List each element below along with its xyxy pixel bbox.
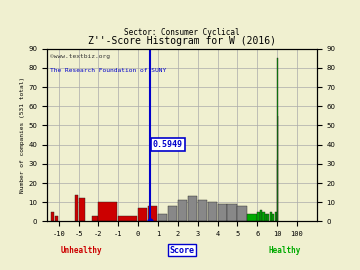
Bar	[198, 200, 207, 221]
Bar	[217, 204, 227, 221]
Bar	[228, 204, 237, 221]
Text: The Research Foundation of SUNY: The Research Foundation of SUNY	[50, 68, 166, 73]
Bar	[118, 216, 137, 221]
Bar	[265, 214, 267, 221]
Text: Score: Score	[169, 245, 194, 255]
Bar	[208, 202, 217, 221]
Bar	[51, 212, 54, 221]
Bar	[275, 212, 277, 221]
Title: Z''-Score Histogram for W (2016): Z''-Score Histogram for W (2016)	[88, 36, 276, 46]
Bar	[75, 194, 78, 221]
Text: ©www.textbiz.org: ©www.textbiz.org	[50, 54, 109, 59]
Bar	[272, 214, 274, 221]
Bar	[270, 212, 272, 221]
Bar	[168, 206, 177, 221]
Text: Unhealthy: Unhealthy	[61, 245, 103, 255]
Text: Healthy: Healthy	[268, 245, 301, 255]
Bar	[78, 198, 85, 221]
Text: 0.5949: 0.5949	[153, 140, 183, 149]
Bar	[267, 214, 270, 221]
Bar	[138, 208, 147, 221]
Text: Sector: Consumer Cyclical: Sector: Consumer Cyclical	[124, 28, 240, 37]
Bar	[260, 210, 262, 221]
Bar	[55, 216, 58, 221]
Bar	[98, 202, 117, 221]
Bar	[257, 212, 260, 221]
Bar	[237, 206, 247, 221]
Bar	[158, 214, 167, 221]
Y-axis label: Number of companies (531 total): Number of companies (531 total)	[20, 77, 25, 193]
Bar	[178, 200, 187, 221]
Bar	[92, 216, 98, 221]
Bar	[262, 212, 265, 221]
Bar	[247, 214, 257, 221]
Bar	[148, 206, 157, 221]
Bar	[188, 197, 197, 221]
